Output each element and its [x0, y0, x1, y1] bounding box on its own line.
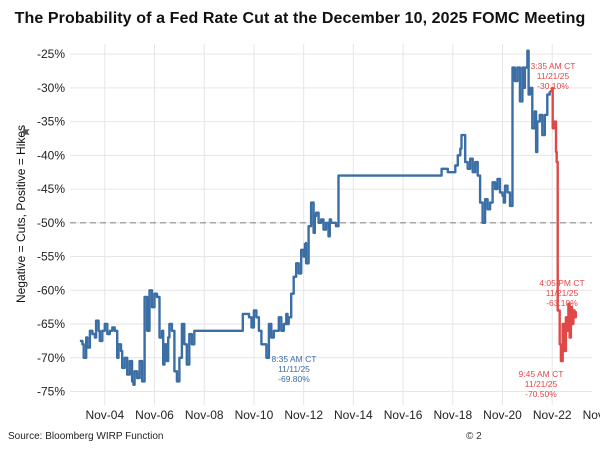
y-tick-label: -60%: [37, 283, 65, 297]
x-tick-label: Nov-06: [135, 408, 174, 422]
y-axis-label: Negative = Cuts, Positive = Hikes: [14, 125, 28, 303]
x-tick-labels: Nov-04 Nov-06 Nov-08 Nov-10 Nov-12 Nov-14 Nov-…: [85, 408, 600, 422]
y-tick-labels: -25% -30% -35% -40% -45% -50% -55% -60% -65% -70%…: [37, 47, 65, 398]
x-tick-label: Nov-18: [433, 408, 472, 422]
x-tick-label: Nov-22: [533, 408, 572, 422]
y-tick-label: -70%: [37, 351, 65, 365]
star-icon: [20, 127, 30, 137]
x-tick-label: Nov-20: [483, 408, 522, 422]
series-line-mid: [304, 49, 551, 265]
series-group: [79, 49, 577, 386]
y-tick-label: -50%: [37, 216, 65, 230]
annotation-line: 9:45 AM CT: [519, 369, 564, 379]
y-tick-label: -35%: [37, 115, 65, 129]
annotation-line: 11/11/25: [278, 364, 310, 374]
annotation-line: -30.10%: [537, 81, 569, 91]
y-tick-label: -65%: [37, 317, 65, 331]
annotation-line: 4:05 PM CT: [539, 278, 584, 288]
x-tick-label: Nov-12: [284, 408, 323, 422]
x-tick-label: Nov-24: [583, 408, 600, 422]
annotation-line: -70.50%: [525, 389, 557, 399]
chart-title: The Probability of a Fed Rate Cut at the…: [14, 10, 586, 27]
annotation-line: -69.80%: [278, 374, 310, 384]
x-tick-label: Nov-10: [235, 408, 274, 422]
copyright-note: © 2: [466, 431, 482, 442]
x-tick-label: Nov-08: [185, 408, 224, 422]
y-tick-label: -75%: [37, 385, 65, 399]
y-tick-label: -40%: [37, 148, 65, 162]
y-tick-label: -55%: [37, 250, 65, 264]
y-tick-label: -45%: [37, 182, 65, 196]
annotation-line: 3:35 AM CT: [531, 61, 576, 71]
x-tick-label: Nov-14: [334, 408, 373, 422]
x-tick-label: Nov-04: [85, 408, 124, 422]
x-tick-label: Nov-16: [384, 408, 423, 422]
series-line-before: [79, 243, 307, 386]
annotation-line: 8:35 AM CT: [272, 354, 317, 364]
annotation-line: 11/21/25: [537, 71, 570, 81]
source-note: Source: Bloomberg WIRP Function: [8, 431, 164, 442]
y-tick-label: -30%: [37, 81, 65, 95]
annotation-line: 11/21/25: [525, 379, 558, 389]
annotation-line: 11/21/25: [546, 288, 579, 298]
y-tick-label: -25%: [37, 47, 65, 61]
annotation-line: -63.10%: [546, 298, 578, 308]
series-line-after: [549, 86, 577, 363]
